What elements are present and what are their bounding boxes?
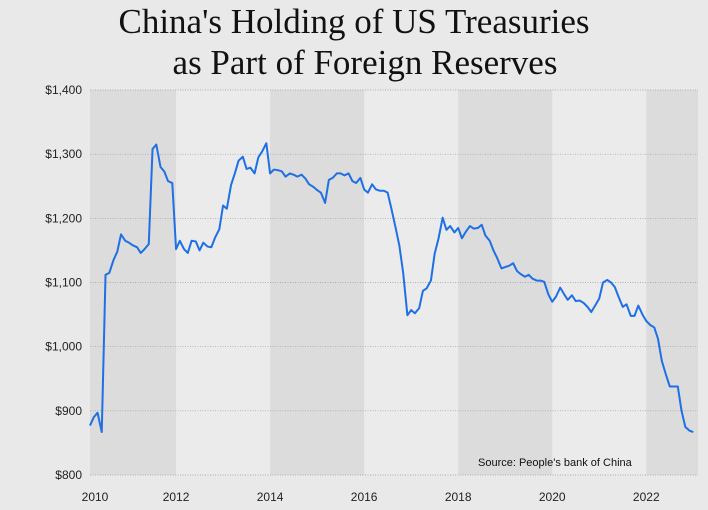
source-note: Source: People's bank of China [478, 457, 633, 469]
y-tick-label: $1,200 [45, 211, 82, 225]
chart-title: China's Holding of US Treasuries [118, 2, 589, 41]
x-tick-label: 2012 [163, 490, 190, 504]
y-tick-label: $1,400 [45, 83, 82, 97]
y-tick-label: $1,300 [45, 147, 82, 161]
bands [90, 90, 698, 475]
y-tick-label: $1,000 [45, 340, 82, 354]
x-tick-label: 2016 [351, 490, 378, 504]
x-tick-label: 2020 [539, 490, 566, 504]
year-band [646, 90, 698, 475]
chart-title: as Part of Foreign Reserves [173, 43, 558, 82]
x-tick-label: 2010 [82, 490, 109, 504]
y-tick-label: $800 [55, 468, 82, 482]
y-tick-label: $1,100 [45, 276, 82, 290]
plot-background [90, 90, 698, 475]
grid: 2010 2012 2014 2016 2018 2020 2022 $800 $900 $1,0… [45, 83, 698, 504]
x-tick-label: 2022 [633, 490, 660, 504]
marks [89, 142, 694, 434]
x-tick-label: 2018 [445, 490, 472, 504]
x-tick-label: 2014 [257, 490, 284, 504]
data-line [89, 142, 694, 434]
y-tick-label: $900 [55, 404, 82, 418]
